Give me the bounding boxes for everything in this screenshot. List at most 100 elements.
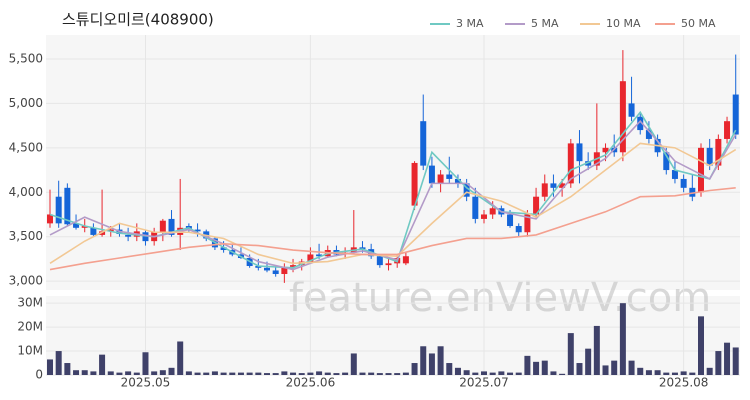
candle-body xyxy=(55,196,62,224)
volume-bar xyxy=(368,372,375,375)
candle-body xyxy=(507,214,514,227)
volume-bar xyxy=(107,371,114,375)
volume-bar xyxy=(264,373,270,375)
volume-bar xyxy=(654,370,661,375)
candle-body xyxy=(463,183,470,197)
volume-bar xyxy=(550,371,557,375)
candle-body xyxy=(585,161,592,166)
volume-bar xyxy=(507,372,514,375)
volume-bar xyxy=(220,372,227,375)
y2-tick-label: 20M xyxy=(17,320,43,334)
volume-bar xyxy=(524,355,531,375)
legend-label: 10 MA xyxy=(606,17,641,30)
volume-bar xyxy=(671,372,678,375)
volume-bar xyxy=(472,372,479,375)
volume-bar xyxy=(81,370,88,375)
candle-body xyxy=(316,254,323,257)
volume-bar xyxy=(611,360,618,375)
candle-body xyxy=(541,183,548,197)
x-tick-label: 2025.07 xyxy=(459,376,509,390)
candle-body xyxy=(446,174,453,179)
candle-body xyxy=(168,218,175,235)
volume-bar xyxy=(168,367,175,375)
candle-body xyxy=(64,187,71,225)
ma-line xyxy=(49,142,737,265)
candle-body xyxy=(385,263,392,266)
volume-bar xyxy=(142,352,149,375)
candle-body xyxy=(307,254,314,262)
candle-body xyxy=(73,223,80,228)
watermark: feature.enViewV.com xyxy=(289,275,711,321)
volume-bar xyxy=(585,348,592,375)
candle-body xyxy=(142,232,149,242)
volume-bar xyxy=(177,341,184,375)
y2-tick-label: 10M xyxy=(17,344,43,358)
volume-bar xyxy=(602,365,609,375)
volume-bar xyxy=(203,372,210,375)
volume-bar xyxy=(567,333,574,375)
price-panel xyxy=(46,35,740,290)
volume-bar xyxy=(637,367,644,375)
volume-bar xyxy=(559,373,566,375)
volume-bar xyxy=(47,359,53,375)
volume-bar xyxy=(194,372,201,375)
candle-body xyxy=(559,183,566,188)
volume-bar xyxy=(619,303,626,375)
candle-body xyxy=(515,226,522,233)
candle-body xyxy=(359,247,366,250)
candle-body xyxy=(402,256,409,264)
volume-bar xyxy=(99,354,106,375)
candle-body xyxy=(437,174,444,184)
volume-bar xyxy=(645,370,652,375)
volume-bar xyxy=(64,363,71,375)
y-tick-label: 5,500 xyxy=(9,51,43,65)
candle-body xyxy=(264,267,270,271)
candle-body xyxy=(637,116,644,131)
volume-bar xyxy=(342,372,349,375)
volume-bar xyxy=(724,342,731,375)
candle-body xyxy=(159,220,166,233)
volume-bar xyxy=(515,372,522,375)
candle-body xyxy=(732,94,739,135)
candle-body xyxy=(107,229,114,232)
candle-body xyxy=(680,178,687,188)
volume-bar xyxy=(350,353,357,375)
volume-bar xyxy=(420,346,427,375)
volume-bar xyxy=(437,346,444,375)
volume-bar xyxy=(489,372,496,375)
volume-bar xyxy=(411,363,418,375)
candle-body xyxy=(376,256,383,266)
candle-body xyxy=(619,81,626,153)
candle-body xyxy=(47,214,53,224)
candle-body xyxy=(689,187,696,197)
candle-body xyxy=(428,165,435,184)
volume-bar xyxy=(428,353,435,375)
volume-bar xyxy=(454,367,461,375)
volume-bar xyxy=(229,372,236,375)
y-tick-label: 4,000 xyxy=(9,185,43,199)
candle-body xyxy=(220,247,227,251)
y-tick-label: 5,000 xyxy=(9,96,43,110)
ma-line xyxy=(49,187,736,271)
volume-bar xyxy=(185,371,192,375)
ma-line xyxy=(49,119,737,271)
candle-body xyxy=(698,147,704,193)
volume-bar xyxy=(324,372,331,375)
volume-bar xyxy=(116,372,123,375)
volume-bar xyxy=(481,371,487,375)
volume-bar xyxy=(663,372,670,375)
volume-bar xyxy=(307,372,314,375)
x-tick-label: 2025.06 xyxy=(286,376,336,390)
volume-bar xyxy=(541,360,548,375)
volume-bar xyxy=(255,372,262,375)
candle-body xyxy=(411,162,418,206)
volume-bar xyxy=(359,372,366,375)
volume-bar xyxy=(125,371,132,375)
candle-body xyxy=(663,152,670,171)
legend-label: 5 MA xyxy=(531,17,559,30)
candle-body xyxy=(724,121,731,139)
candle-body xyxy=(524,214,531,233)
y-tick-label: 3,000 xyxy=(9,274,43,288)
volume-bar xyxy=(159,370,166,375)
candle-body xyxy=(533,196,540,215)
